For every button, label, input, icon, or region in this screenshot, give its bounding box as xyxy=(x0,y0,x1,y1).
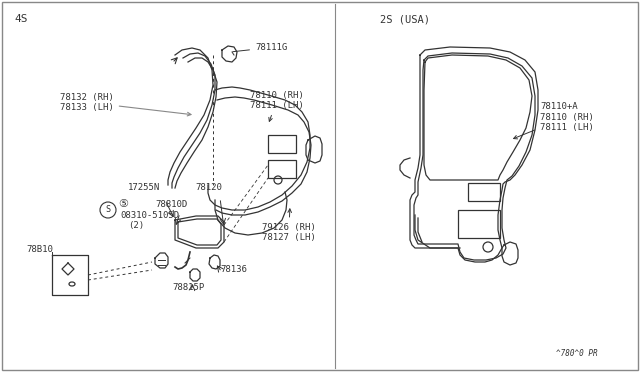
Text: (2): (2) xyxy=(128,221,144,230)
Text: 78111G: 78111G xyxy=(233,43,287,52)
Text: 78810D: 78810D xyxy=(155,200,188,209)
Text: 4S: 4S xyxy=(14,14,28,24)
Text: 2S (USA): 2S (USA) xyxy=(380,14,430,24)
Text: 08310-5105D: 08310-5105D xyxy=(120,211,179,220)
Text: 78120: 78120 xyxy=(195,183,222,192)
Text: 79126 (RH)
78127 (LH): 79126 (RH) 78127 (LH) xyxy=(262,209,316,242)
Text: ^780^0 PR: ^780^0 PR xyxy=(556,349,598,358)
Text: 78110 (RH)
78111 (LH): 78110 (RH) 78111 (LH) xyxy=(250,91,304,121)
Bar xyxy=(468,183,500,201)
Text: S: S xyxy=(106,205,111,215)
Text: 17255N: 17255N xyxy=(128,183,160,192)
Text: 78136: 78136 xyxy=(220,265,247,274)
Text: ⑤: ⑤ xyxy=(118,199,128,209)
Text: 78B10: 78B10 xyxy=(26,245,53,254)
Text: 78815P: 78815P xyxy=(172,283,204,292)
Bar xyxy=(268,160,296,178)
Bar xyxy=(458,210,500,238)
Text: 78110+A
78110 (RH)
78111 (LH): 78110+A 78110 (RH) 78111 (LH) xyxy=(513,102,594,139)
Bar xyxy=(268,135,296,153)
Text: 78132 (RH)
78133 (LH): 78132 (RH) 78133 (LH) xyxy=(60,93,191,116)
